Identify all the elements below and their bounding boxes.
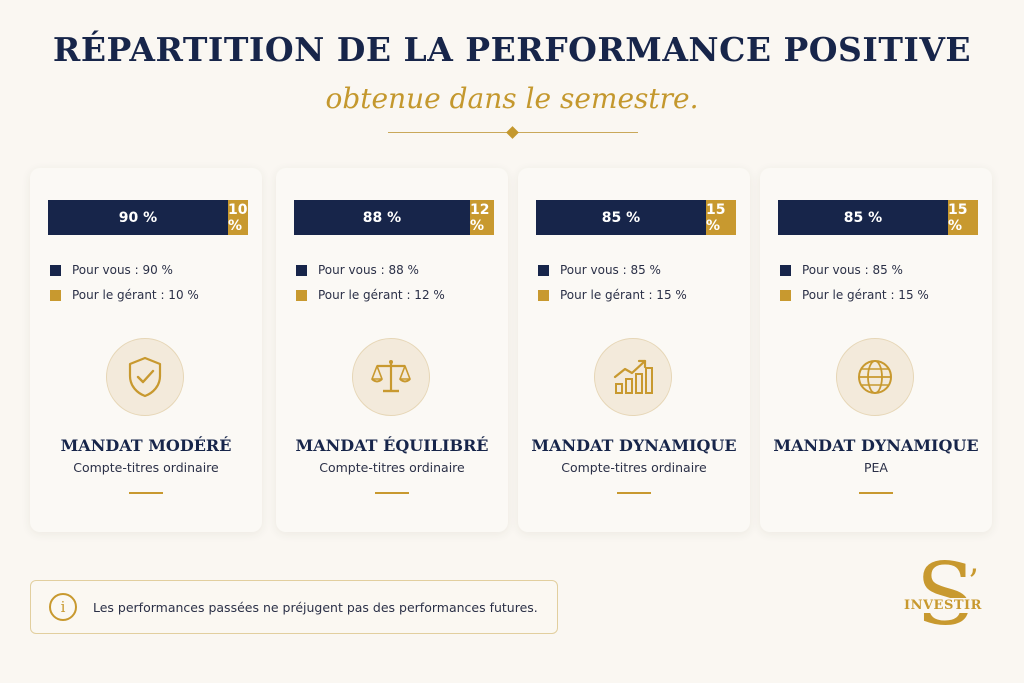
stacked-bar: 90 % 10 % (48, 200, 248, 235)
legend-label: Pour vous : 90 % (72, 263, 173, 277)
bar-label-you: 90 % (118, 209, 158, 226)
legend-item-you: Pour vous : 90 % (50, 263, 173, 277)
mandate-card-dynamique-pea: 85 % 15 % Pour vous : 85 % Pour le géran… (760, 168, 992, 532)
bar-label-manager: 15 % (948, 201, 968, 234)
disclaimer-note: i Les performances passées ne préjugent … (30, 580, 558, 634)
legend-swatch-gold (780, 289, 791, 301)
card-accent-line (129, 492, 163, 494)
divider-diamond (506, 126, 519, 139)
stacked-bar: 85 % 15 % (536, 200, 736, 235)
card-title: MANDAT DYNAMIQUE (531, 436, 737, 455)
bar-label-manager: 12 % (470, 201, 490, 234)
card-accent-line (375, 492, 409, 494)
globe-icon (836, 338, 914, 416)
card-subtitle: Compte-titres ordinaire (319, 460, 465, 475)
bar-segment-you: 85 % (778, 200, 948, 235)
card-subtitle: PEA (864, 460, 888, 475)
bar-segment-manager: 15 % (948, 200, 978, 235)
info-icon: i (49, 593, 77, 621)
logo-letter: S (916, 545, 975, 645)
card-accent-line (859, 492, 893, 494)
card-title: MANDAT ÉQUILIBRÉ (295, 436, 489, 455)
page-subtitle: obtenue dans le semestre. (325, 82, 699, 115)
legend-label: Pour vous : 85 % (560, 263, 661, 277)
page-title: RÉPARTITION DE LA PERFORMANCE POSITIVE (52, 30, 972, 69)
legend-item-you: Pour vous : 85 % (538, 263, 661, 277)
card-title: MANDAT DYNAMIQUE (773, 436, 979, 455)
legend-swatch-gold (50, 289, 61, 301)
legend-label: Pour vous : 85 % (802, 263, 903, 277)
bar-label-manager: 10 % (228, 201, 248, 234)
card-accent-line (617, 492, 651, 494)
legend-label: Pour le gérant : 10 % (72, 288, 199, 302)
legend-swatch-navy (296, 264, 307, 276)
shield-check-icon (106, 338, 184, 416)
logo-wordmark: INVESTIR (902, 598, 984, 613)
legend-label: Pour vous : 88 % (318, 263, 419, 277)
bar-segment-you: 90 % (48, 200, 228, 235)
bar-segment-manager: 12 % (470, 200, 494, 235)
card-subtitle: Compte-titres ordinaire (73, 460, 219, 475)
legend-swatch-navy (50, 264, 61, 276)
brand-logo: S ’ INVESTIR (898, 552, 994, 650)
logo-apostrophe: ’ (968, 562, 979, 602)
bar-segment-you: 88 % (294, 200, 470, 235)
bar-label-you: 85 % (601, 209, 641, 226)
bar-segment-manager: 15 % (706, 200, 736, 235)
disclaimer-text: Les performances passées ne préjugent pa… (93, 599, 538, 615)
bar-segment-manager: 10 % (228, 200, 248, 235)
scales-icon (352, 338, 430, 416)
stacked-bar: 85 % 15 % (778, 200, 978, 235)
legend-item-manager: Pour le gérant : 15 % (538, 288, 687, 302)
mandate-card-modere: 90 % 10 % Pour vous : 90 % Pour le géran… (30, 168, 262, 532)
legend-label: Pour le gérant : 15 % (802, 288, 929, 302)
bar-label-you: 85 % (843, 209, 883, 226)
stacked-bar: 88 % 12 % (294, 200, 494, 235)
legend-item-you: Pour vous : 88 % (296, 263, 419, 277)
legend-item-you: Pour vous : 85 % (780, 263, 903, 277)
legend-swatch-gold (296, 289, 307, 301)
legend-swatch-navy (780, 264, 791, 276)
mandate-card-equilibre: 88 % 12 % Pour vous : 88 % Pour le géran… (276, 168, 508, 532)
legend-label: Pour le gérant : 12 % (318, 288, 445, 302)
card-subtitle: Compte-titres ordinaire (561, 460, 707, 475)
mandate-card-dynamique-cto: 85 % 15 % Pour vous : 85 % Pour le géran… (518, 168, 750, 532)
bar-segment-you: 85 % (536, 200, 706, 235)
legend-label: Pour le gérant : 15 % (560, 288, 687, 302)
legend-item-manager: Pour le gérant : 15 % (780, 288, 929, 302)
legend-item-manager: Pour le gérant : 10 % (50, 288, 199, 302)
legend-swatch-navy (538, 264, 549, 276)
growth-chart-icon (594, 338, 672, 416)
card-title: MANDAT MODÉRÉ (60, 436, 232, 455)
bar-label-you: 88 % (362, 209, 402, 226)
legend-item-manager: Pour le gérant : 12 % (296, 288, 445, 302)
legend-swatch-gold (538, 289, 549, 301)
bar-label-manager: 15 % (706, 201, 726, 234)
